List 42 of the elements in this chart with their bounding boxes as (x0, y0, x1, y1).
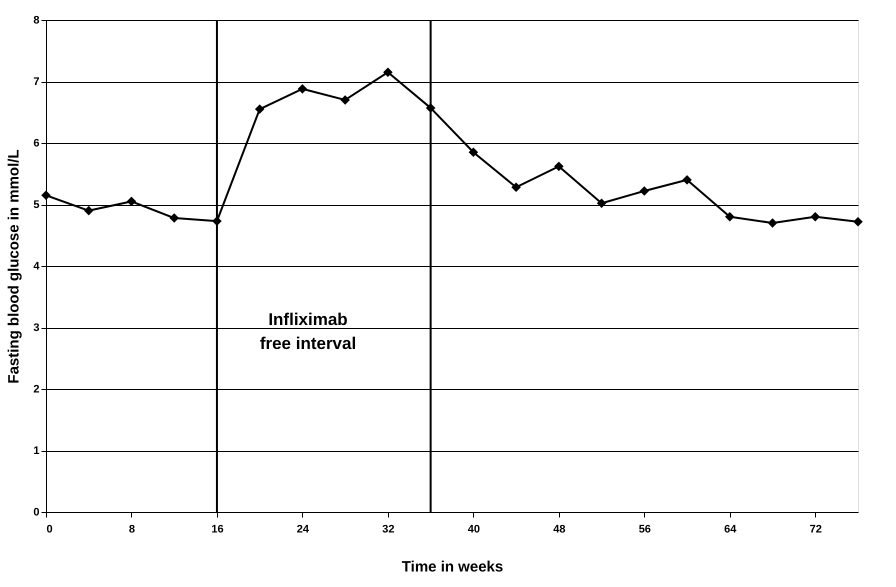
point (298, 84, 308, 94)
x-tick-label: 8 (128, 524, 136, 536)
x-tick-label: 0 (46, 524, 53, 536)
point (468, 147, 478, 157)
point (810, 212, 820, 222)
y-tick-label: 4 (33, 260, 40, 272)
x-tick-label: 24 (296, 524, 310, 536)
point (682, 175, 692, 185)
point (126, 196, 136, 206)
point (554, 162, 564, 172)
point (383, 68, 393, 78)
y-tick-label: 2 (33, 384, 40, 396)
point (426, 103, 436, 113)
point (511, 182, 521, 192)
x-axis-title: Time in weeks (402, 558, 504, 576)
y-axis-title: Fasting blood glucose in mmol/L (5, 149, 22, 384)
y-tick-label: 3 (33, 322, 40, 334)
point (212, 216, 222, 226)
annotation: Infliximab free interval (260, 310, 356, 353)
x-tick-label: 64 (724, 524, 738, 536)
y-tick-label: 7 (33, 76, 40, 88)
x-tick-label: 48 (553, 524, 566, 536)
point (853, 216, 863, 226)
point (84, 206, 94, 216)
point (254, 104, 264, 114)
x-tick-label: 72 (810, 524, 822, 536)
x-tick-label: 16 (211, 524, 224, 536)
point (596, 198, 606, 208)
point (169, 213, 179, 223)
x-tick-label: 56 (638, 524, 651, 536)
y-tick-label: 6 (33, 138, 40, 150)
y-tick-label: 5 (33, 199, 40, 211)
y-tick-label: 0 (33, 506, 40, 518)
point (768, 218, 778, 228)
y-tick-label: 1 (33, 445, 40, 457)
y-tick-label: 8 (33, 14, 40, 26)
x-tick-label: 40 (468, 524, 480, 536)
point (725, 212, 735, 222)
point (41, 190, 51, 200)
x-tick-label: 32 (382, 524, 395, 536)
point (640, 186, 650, 196)
point (340, 95, 350, 105)
